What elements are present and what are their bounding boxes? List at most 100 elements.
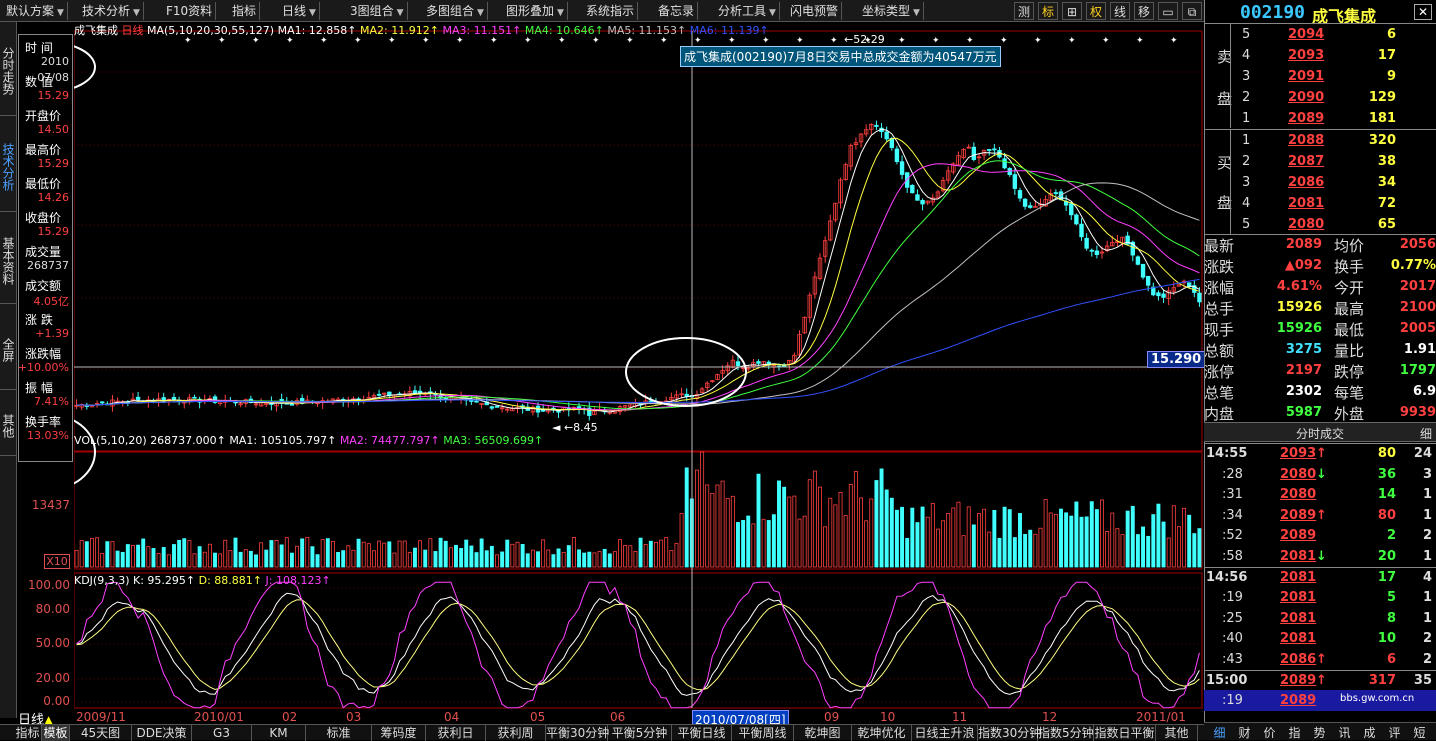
ma-line-5 <box>76 182 1200 406</box>
kline-chart[interactable]: ✦ ✦ ✦ ✦ ✦ ✦ ✦ ✦ ✦ ✦ ✦ ✦ ✦ ✦ ✦ ✦ ✦ ✦ ✦ ✦ ✦ ✦ ✦ ✦ ✦ ✦ ✦ ✦ ✦ ✦←52.29◄ ←8… <box>74 22 1203 710</box>
volume-bar <box>633 550 638 568</box>
menu-10[interactable]: 分析工具 ▼ <box>715 2 780 20</box>
menu-9[interactable]: 备忘录 <box>655 2 699 20</box>
formula-tab-9[interactable]: 获利周 <box>486 725 546 741</box>
side-tab-3[interactable]: 全屏 <box>0 310 17 390</box>
formula-tab-11[interactable]: 平衡5分钟 <box>608 725 672 741</box>
formula-tab-7[interactable]: 筹码度 <box>372 725 426 741</box>
trade-price: 2081 <box>1280 610 1317 626</box>
menu-2[interactable]: F10资料 <box>163 2 217 20</box>
menu-11[interactable]: 闪电预警 <box>787 2 843 20</box>
formula-tab-8[interactable]: 获利日 <box>426 725 486 741</box>
right-tab-8[interactable]: 短 <box>1413 726 1426 740</box>
bid-row[interactable]: 1 2088 320 <box>1204 130 1436 151</box>
databox-label: 最高价 <box>25 143 62 157</box>
candle-body <box>858 133 864 143</box>
right-tab-4[interactable]: 势 <box>1313 726 1326 740</box>
formula-tab-6[interactable]: 标准 <box>306 725 372 741</box>
right-tab-5[interactable]: 讯 <box>1338 726 1351 740</box>
formula-tab-19[interactable]: 指数日平衡 <box>1094 725 1156 741</box>
volume-bar <box>351 549 356 568</box>
menu-5[interactable]: 3图组合 ▼ <box>347 2 408 20</box>
volume-bar <box>464 539 469 568</box>
toolbar-button-6[interactable]: ▭ <box>1158 2 1178 20</box>
candle-body <box>1022 198 1028 207</box>
ask-row[interactable]: 3 2091 9 <box>1204 66 1436 87</box>
right-tab-6[interactable]: 成 <box>1363 726 1376 740</box>
menu-3[interactable]: 指标 <box>229 2 261 20</box>
trade-row: :52 2089 2 2 <box>1204 525 1436 546</box>
right-tab-1[interactable]: 财 <box>1238 726 1251 740</box>
side-tab-2[interactable]: 基本资料 <box>0 218 17 304</box>
right-tab-0[interactable]: 细 <box>1213 726 1226 740</box>
bid-row[interactable]: 5 2080 65 <box>1204 214 1436 235</box>
formula-tab-5[interactable]: KM <box>252 725 306 741</box>
side-tab-0[interactable]: 分时走势 <box>0 26 17 116</box>
bid-row[interactable]: 3 2086 34 <box>1204 172 1436 193</box>
volume-bar <box>1059 508 1063 568</box>
formula-tab-20[interactable]: 其他 <box>1156 725 1198 741</box>
formula-tab-3[interactable]: DDE决策 <box>132 725 192 741</box>
trade-volume: 2 <box>1386 528 1396 544</box>
formula-tab-2[interactable]: 45天图 <box>70 725 132 741</box>
side-tab-4[interactable]: 其他 <box>0 396 17 456</box>
stock-code: 002190 <box>1240 2 1306 23</box>
candle-body <box>894 148 900 163</box>
toolbar-button-1[interactable]: 标 <box>1038 2 1058 20</box>
formula-tab-14[interactable]: 乾坤图 <box>794 725 852 741</box>
right-tab-3[interactable]: 指 <box>1288 726 1301 740</box>
toolbar-button-5[interactable]: 移 <box>1134 2 1154 20</box>
ask-row[interactable]: 5 2094 6 <box>1204 24 1436 45</box>
formula-tab-15[interactable]: 乾坤优化 <box>852 725 912 741</box>
menu-6[interactable]: 多图组合 ▼ <box>423 2 488 20</box>
quote-value: 0.77% <box>1390 258 1436 273</box>
volume-bar <box>792 495 797 568</box>
formula-tab-0[interactable]: 指标 <box>14 725 42 741</box>
toolbar-button-4[interactable]: 线 <box>1110 2 1130 20</box>
ask-row[interactable]: 4 2093 17 <box>1204 45 1436 66</box>
right-tab-7[interactable]: 评 <box>1388 726 1401 740</box>
menu-4[interactable]: 日线 ▼ <box>279 2 320 20</box>
ask-row[interactable]: 1 2089 181 <box>1204 108 1436 129</box>
toolbar-button-3[interactable]: 权 <box>1086 2 1106 20</box>
volume-bar <box>131 544 135 568</box>
trades-detail-button[interactable]: 细 <box>1419 427 1432 441</box>
menu-0[interactable]: 默认方案 ▼ <box>3 2 68 20</box>
trade-count: 3 <box>1422 466 1432 482</box>
candle-body <box>1125 235 1130 245</box>
volume-bar <box>105 541 110 568</box>
formula-tab-1[interactable]: 模板 <box>42 725 70 741</box>
volume-bar <box>833 504 838 568</box>
bid-row[interactable]: 2 2087 38 <box>1204 151 1436 172</box>
menu-1[interactable]: 技术分析 ▼ <box>79 2 144 20</box>
toolbar-button-2[interactable]: ⊞ <box>1062 2 1082 20</box>
close-icon[interactable]: ✕ <box>1414 4 1432 20</box>
right-tab-2[interactable]: 价 <box>1263 726 1276 740</box>
side-tab-1[interactable]: 技术分析 <box>0 122 17 212</box>
toolbar-button-0[interactable]: 测 <box>1014 2 1034 20</box>
bid-row[interactable]: 4 2081 72 <box>1204 193 1436 214</box>
candle-body <box>1176 284 1182 287</box>
price-high-label: ←52.29 <box>844 33 885 46</box>
menu-8[interactable]: 系统指示 <box>583 2 639 20</box>
databox-label: 振 幅 <box>25 381 53 395</box>
formula-tab-12[interactable]: 平衡日线 <box>672 725 732 741</box>
formula-tab-13[interactable]: 平衡周线 <box>732 725 794 741</box>
volume-bar <box>961 535 966 568</box>
candle-body <box>874 124 879 127</box>
ask-row[interactable]: 2 2090 129 <box>1204 87 1436 108</box>
volume-bar <box>843 515 848 568</box>
formula-tab-18[interactable]: 指数5分钟 <box>1038 725 1094 741</box>
formula-tab-10[interactable]: 平衡30分钟 <box>546 725 610 741</box>
volume-bar <box>556 548 561 568</box>
formula-tab-16[interactable]: 日线主升浪 <box>912 725 978 741</box>
formula-tab-4[interactable]: G3 <box>192 725 252 741</box>
toolbar-button-7[interactable]: ⧉ <box>1182 2 1202 20</box>
menu-7[interactable]: 图形叠加 ▼ <box>503 2 568 20</box>
bid-price: 2087 <box>1288 154 1325 169</box>
formula-tab-17[interactable]: 指数30分钟 <box>978 725 1042 741</box>
volume-bar <box>1182 507 1187 568</box>
menu-12[interactable]: 坐标类型 ▼ <box>859 2 924 20</box>
volume-bar <box>1110 512 1115 568</box>
ask-volume: 17 <box>1377 48 1396 63</box>
